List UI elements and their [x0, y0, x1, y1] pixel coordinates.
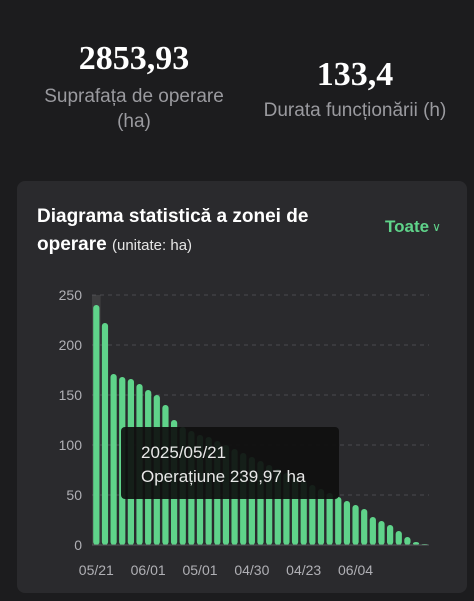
- bar[interactable]: [404, 537, 411, 545]
- chevron-down-icon: ∨: [432, 220, 441, 234]
- y-tick-label: 150: [59, 387, 83, 403]
- bar[interactable]: [387, 525, 394, 545]
- x-tick-label: 05/01: [182, 562, 217, 578]
- bar-chart[interactable]: 0 50 100 150 200 250 05/21 06/01 05/01 04/30 04/23…: [17, 181, 467, 593]
- bar[interactable]: [369, 517, 376, 545]
- y-tick-label: 100: [59, 437, 83, 453]
- bar[interactable]: [343, 501, 351, 545]
- chart-title-line2: operare: [37, 234, 107, 255]
- bar[interactable]: [326, 493, 333, 545]
- period-filter-dropdown[interactable]: Toate ∨: [385, 217, 441, 237]
- bar[interactable]: [110, 374, 117, 545]
- y-tick-label: 250: [59, 287, 83, 303]
- x-tick-label: 06/04: [338, 562, 373, 578]
- area-label: Suprafața de operare (ha): [20, 84, 248, 134]
- tooltip-date: 2025/05/21: [141, 443, 227, 462]
- bar[interactable]: [361, 509, 368, 545]
- tooltip-value: Operațiune 239,97 ha: [141, 467, 306, 486]
- x-tick-label: 04/23: [286, 562, 321, 578]
- y-tick-label: 50: [66, 487, 82, 503]
- chart-title: Diagrama statistică a zonei de operare (…: [37, 203, 337, 260]
- x-tick-label: 04/30: [234, 562, 269, 578]
- area-chart-card: Diagrama statistică a zonei de operare (…: [17, 181, 467, 593]
- bar[interactable]: [395, 531, 402, 545]
- bar[interactable]: [378, 521, 385, 545]
- area-label-line1: Suprafața de operare: [44, 86, 224, 107]
- y-tick-label: 200: [59, 337, 83, 353]
- duration-value: 133,4: [316, 56, 394, 93]
- bar[interactable]: [412, 542, 420, 545]
- chart-title-line1: Diagrama statistică a zonei de: [37, 206, 309, 227]
- bar[interactable]: [317, 489, 325, 545]
- area-value: 2853,93: [78, 40, 190, 77]
- chart-title-line2-wrap: operare (unitate: ha): [37, 231, 337, 260]
- x-tick-label: 06/01: [131, 562, 166, 578]
- area-label-line2: (ha): [117, 111, 151, 132]
- bar[interactable]: [309, 485, 316, 545]
- area-stat: 2853,93 Suprafața de operare (ha): [20, 38, 248, 134]
- bar[interactable]: [101, 323, 109, 545]
- x-tick-label: 05/21: [79, 562, 114, 578]
- duration-stat: 133,4 Durata funcționării (h): [250, 54, 460, 123]
- bar[interactable]: [335, 497, 342, 545]
- bar[interactable]: [93, 305, 100, 545]
- bar[interactable]: [352, 505, 359, 545]
- chart-tooltip: 2025/05/21 Operațiune 239,97 ha: [121, 427, 339, 499]
- period-filter-label: Toate: [385, 217, 430, 236]
- chart-unit: (unitate: ha): [111, 237, 193, 254]
- duration-label: Durata funcționării (h): [263, 100, 447, 121]
- y-tick-label: 0: [74, 537, 82, 553]
